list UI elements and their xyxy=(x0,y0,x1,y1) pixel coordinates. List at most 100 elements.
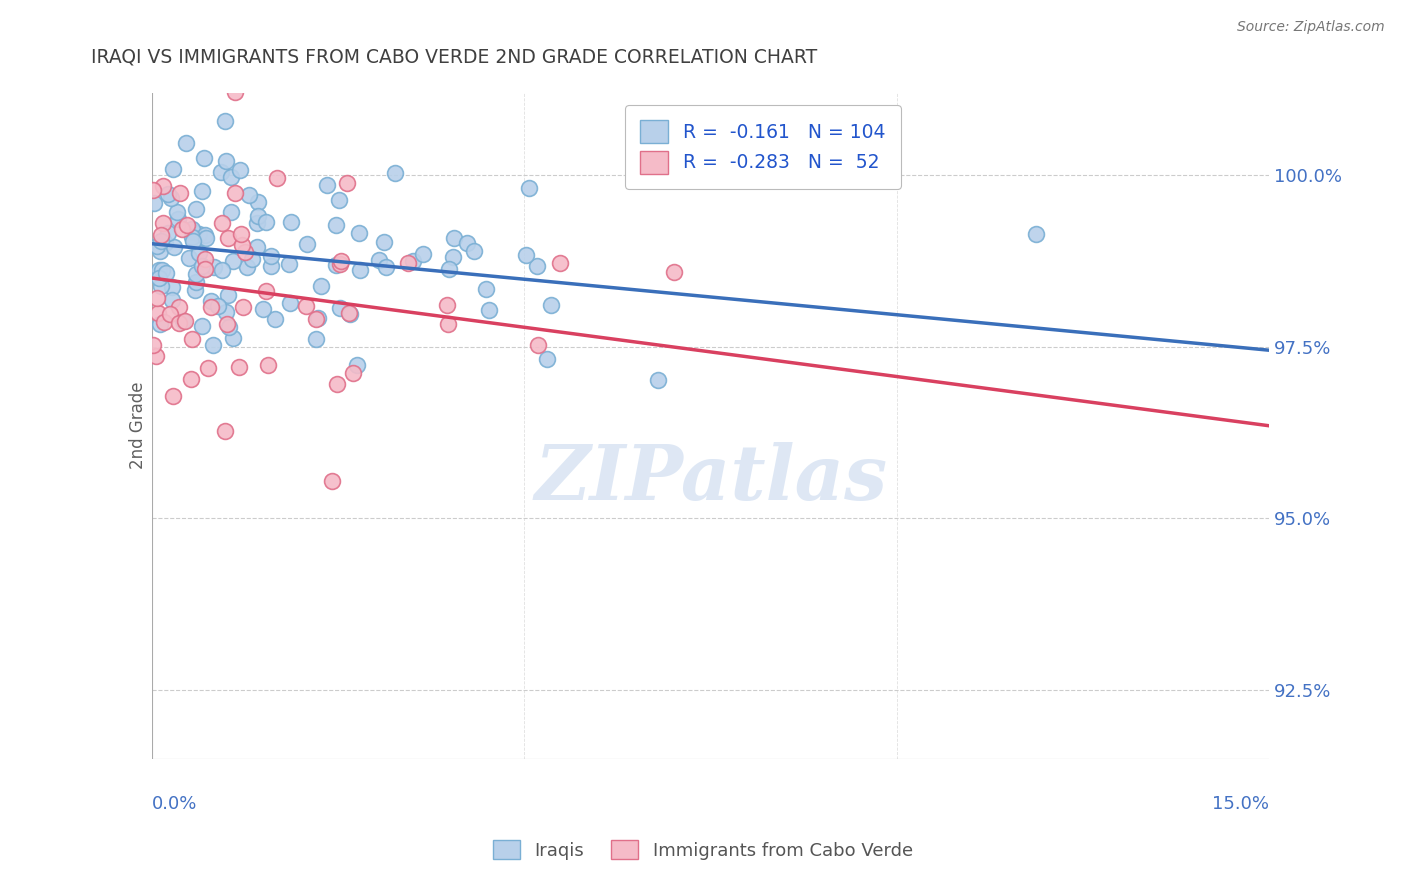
Point xyxy=(150,228,173,243)
Point xyxy=(309,278,332,293)
Point xyxy=(215,318,238,332)
Point xyxy=(180,221,202,235)
Point xyxy=(169,186,191,201)
Point xyxy=(463,244,485,259)
Point xyxy=(316,178,339,193)
Point xyxy=(342,367,364,381)
Point xyxy=(200,300,222,314)
Point xyxy=(152,178,174,193)
Point xyxy=(188,245,211,260)
Point xyxy=(264,311,287,326)
Point xyxy=(375,260,398,274)
Point xyxy=(295,236,318,251)
Point xyxy=(368,252,391,267)
Point xyxy=(402,253,425,268)
Text: Source: ZipAtlas.com: Source: ZipAtlas.com xyxy=(1237,20,1385,34)
Legend: R =  -0.161   N = 104, R =  -0.283   N =  52: R = -0.161 N = 104, R = -0.283 N = 52 xyxy=(626,105,901,188)
Point xyxy=(150,278,173,293)
Point xyxy=(180,371,202,385)
Point xyxy=(166,205,188,219)
Point xyxy=(181,234,204,248)
Point xyxy=(180,332,202,346)
Point xyxy=(339,308,361,322)
Point xyxy=(228,360,250,375)
Point xyxy=(231,301,253,315)
Point xyxy=(436,318,458,332)
Point xyxy=(252,301,274,316)
Point xyxy=(548,255,571,269)
Point xyxy=(211,263,233,277)
Point xyxy=(222,254,245,268)
Point xyxy=(174,136,197,151)
Point xyxy=(246,216,269,230)
Point xyxy=(235,245,257,260)
Legend: Iraqis, Immigrants from Cabo Verde: Iraqis, Immigrants from Cabo Verde xyxy=(485,833,921,867)
Point xyxy=(246,194,269,209)
Point xyxy=(146,306,169,320)
Point xyxy=(219,169,242,184)
Point xyxy=(222,331,245,345)
Point xyxy=(475,282,498,296)
Point xyxy=(214,424,236,438)
Point xyxy=(159,307,181,321)
Point xyxy=(229,163,252,178)
Point xyxy=(254,215,277,229)
Point xyxy=(307,310,329,325)
Point xyxy=(236,260,259,275)
Point xyxy=(201,338,224,352)
Point xyxy=(193,151,215,165)
Point xyxy=(647,373,669,387)
Point xyxy=(167,317,190,331)
Point xyxy=(217,231,239,245)
Point xyxy=(254,284,277,298)
Point xyxy=(238,187,260,202)
Point xyxy=(184,275,207,289)
Point xyxy=(184,283,207,297)
Point xyxy=(145,349,167,363)
Point xyxy=(181,229,204,244)
Point xyxy=(181,226,204,240)
Point xyxy=(246,240,269,254)
Point xyxy=(148,263,170,277)
Point xyxy=(515,247,537,261)
Point xyxy=(231,238,253,252)
Point xyxy=(337,306,360,320)
Point xyxy=(172,222,194,236)
Point xyxy=(142,338,165,352)
Point xyxy=(148,317,170,331)
Point xyxy=(336,176,359,190)
Point xyxy=(162,389,184,403)
Point xyxy=(540,298,562,312)
Point xyxy=(536,351,558,366)
Text: 15.0%: 15.0% xyxy=(1212,796,1270,814)
Point xyxy=(152,216,174,230)
Point xyxy=(384,166,406,180)
Point xyxy=(328,193,350,207)
Point xyxy=(186,267,208,281)
Point xyxy=(177,251,200,265)
Point xyxy=(456,235,478,250)
Point xyxy=(211,216,233,230)
Point xyxy=(194,227,217,242)
Point xyxy=(191,319,214,334)
Point xyxy=(247,209,270,223)
Point xyxy=(146,291,169,305)
Point xyxy=(231,227,253,241)
Point xyxy=(478,303,501,318)
Point xyxy=(173,314,195,328)
Y-axis label: 2nd Grade: 2nd Grade xyxy=(129,382,148,469)
Point xyxy=(305,332,328,346)
Point xyxy=(153,236,176,251)
Point xyxy=(294,300,316,314)
Text: 0.0%: 0.0% xyxy=(152,796,198,814)
Point xyxy=(176,218,198,232)
Text: ZIPatlas: ZIPatlas xyxy=(534,442,887,516)
Point xyxy=(436,297,458,311)
Point xyxy=(160,293,183,308)
Point xyxy=(194,262,217,277)
Point xyxy=(172,313,194,327)
Point xyxy=(152,315,174,329)
Point xyxy=(207,299,229,313)
Point xyxy=(186,202,208,217)
Point xyxy=(142,183,165,197)
